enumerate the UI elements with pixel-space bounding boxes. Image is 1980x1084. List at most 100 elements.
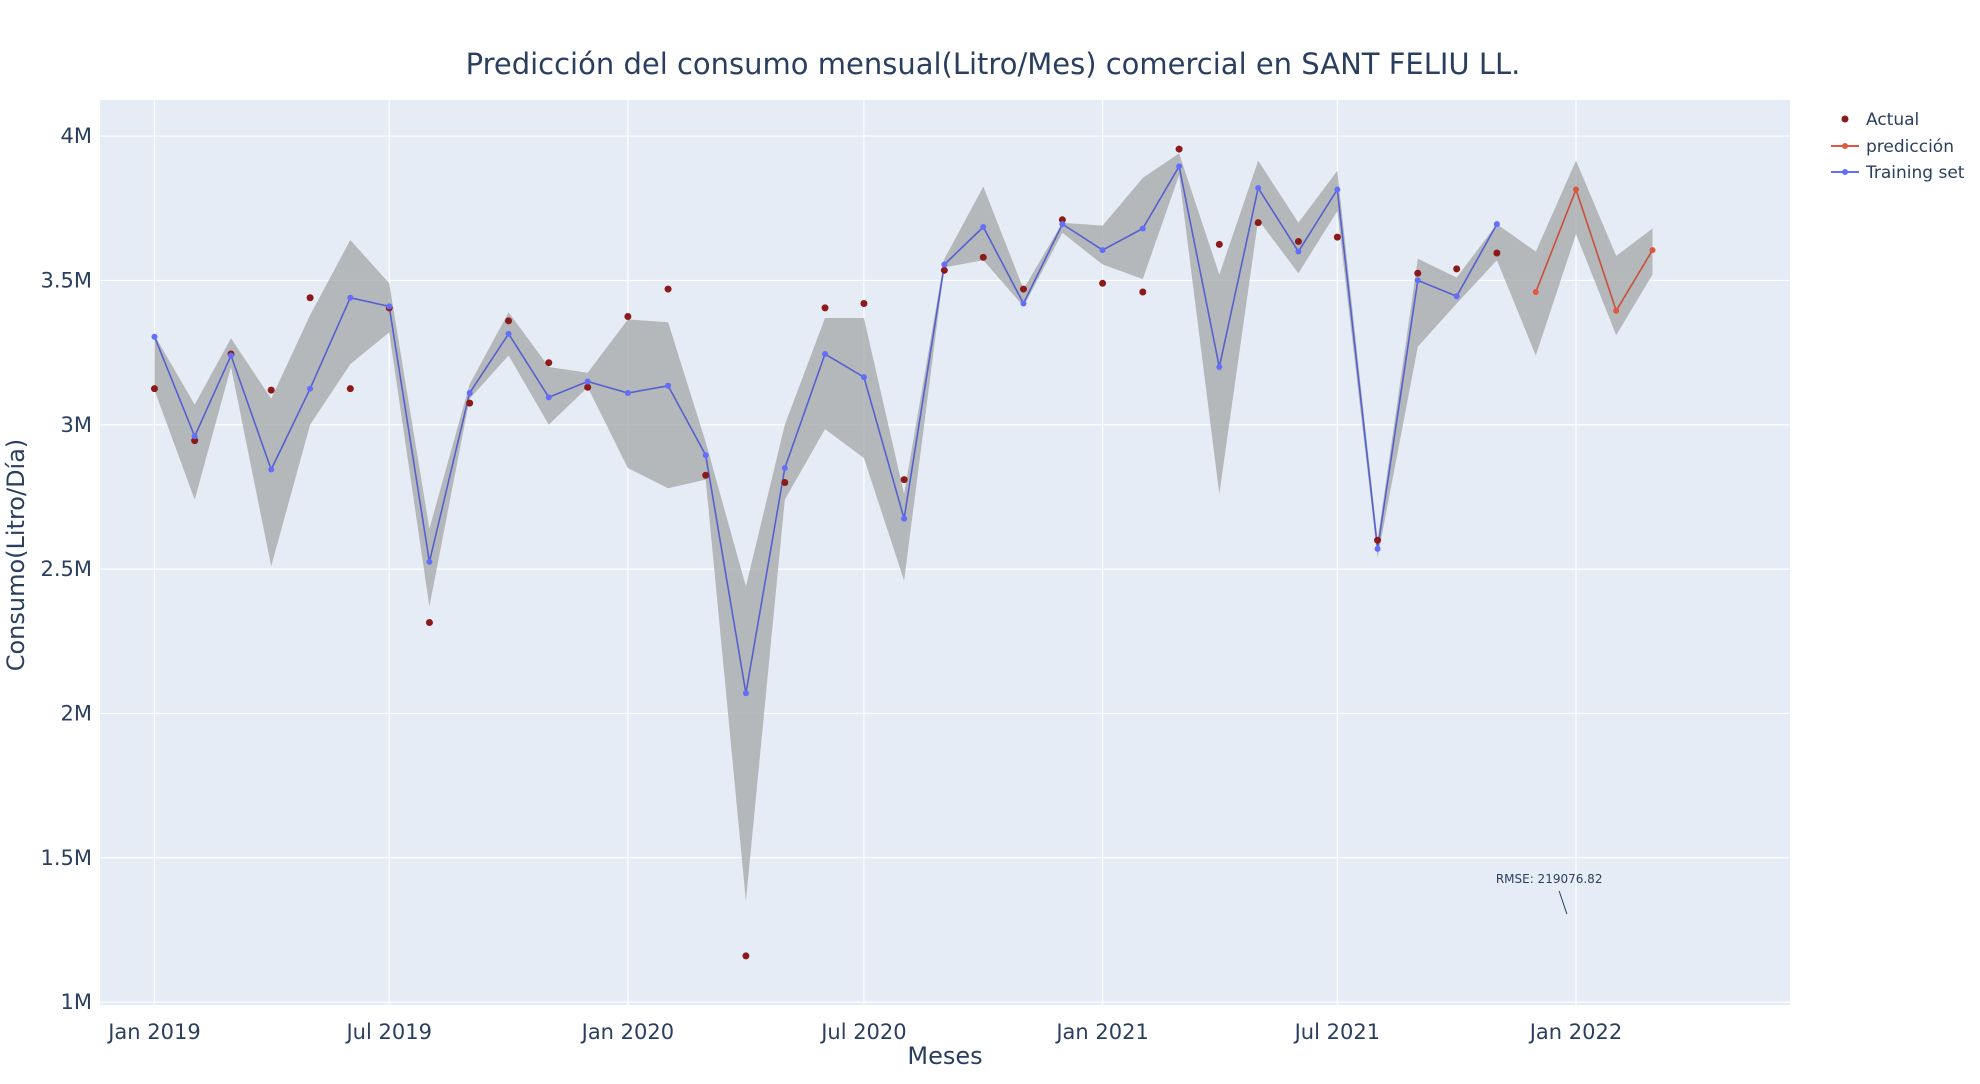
training-set-point (426, 558, 433, 565)
training-set-point (1414, 277, 1421, 284)
x-tick-labels: Jan 2019 Jul 2019 Jan 2020 Jul 2020 Jan 2021… (106, 1020, 1622, 1044)
training-set-point (1295, 248, 1302, 255)
legend-item-prediccion[interactable]: predicción (1831, 137, 1954, 157)
actual-point (1019, 285, 1027, 293)
training-set-point (1216, 364, 1223, 371)
y-axis-title: Consumo(Litro/Día) (2, 439, 30, 672)
actual-point (425, 619, 433, 627)
x-tick-label: Jan 2022 (1528, 1020, 1623, 1044)
prediction-point (1613, 307, 1620, 314)
actual-point (1099, 279, 1107, 287)
actual-point (742, 952, 750, 960)
training-set-point (1493, 221, 1500, 228)
training-set-point (191, 433, 198, 440)
actual-point (1374, 536, 1382, 544)
y-tick-label: 2M (61, 701, 92, 725)
training-set-point (151, 333, 158, 340)
y-tick-label: 3.5M (40, 268, 92, 292)
actual-point (979, 253, 987, 261)
y-tick-label: 3M (61, 413, 92, 437)
training-set-point (227, 352, 234, 359)
training-set-point (742, 690, 749, 697)
actual-point (702, 471, 710, 479)
training-set-point (822, 351, 829, 358)
actual-point (191, 437, 199, 445)
actual-point (584, 383, 592, 391)
actual-point (664, 285, 672, 293)
prediction-point (1572, 186, 1579, 193)
training-set-point (505, 330, 512, 337)
x-axis-title: Meses (907, 1042, 982, 1070)
chart-title: Predicción del consumo mensual(Litro/Mes… (466, 47, 1521, 81)
series-points-layer (150, 145, 1656, 960)
plot-background (100, 100, 1790, 1005)
training-set-point (665, 382, 672, 389)
actual-point (1058, 216, 1066, 224)
training-set-point (980, 224, 987, 231)
training-set-point (781, 465, 788, 472)
actual-point (1453, 265, 1461, 273)
training-set-point (702, 452, 709, 459)
actual-point (940, 266, 948, 274)
y-tick-label: 1M (61, 990, 92, 1014)
x-tick-label: Jul 2020 (819, 1020, 906, 1044)
prediction-point (1649, 247, 1656, 254)
training-set-point (386, 303, 393, 310)
prediction-line (1535, 187, 1654, 313)
annotation-rmse: RMSE: 219076.82 (1496, 872, 1603, 886)
y-tick-labels: 1M 1.5M 2M 2.5M 3M 3.5M 4M (40, 124, 92, 1014)
legend-item-training-set[interactable]: Training set (1831, 163, 1965, 183)
x-tick-label: Jan 2021 (1054, 1020, 1149, 1044)
actual-point (346, 385, 354, 393)
legend-label-prediccion: predicción (1866, 137, 1954, 157)
confidence-band (154, 153, 1653, 902)
actual-point (267, 386, 275, 394)
actual-point (860, 300, 868, 308)
actual-point (466, 399, 474, 407)
actual-point (306, 294, 314, 302)
training-set-point (1374, 545, 1381, 552)
training-set-point (860, 374, 867, 381)
legend-item-actual[interactable]: Actual (1841, 110, 1920, 130)
training-set-point (347, 294, 354, 301)
training-set-point (901, 515, 908, 522)
training-set-point (1059, 221, 1066, 228)
y-tick-label: 4M (61, 124, 92, 148)
actual-point (1215, 240, 1223, 248)
training-set-point (1255, 185, 1262, 192)
training-set-point (584, 378, 591, 385)
actual-point (505, 317, 513, 325)
x-tick-label: Jan 2019 (106, 1020, 201, 1044)
actual-point (781, 478, 789, 486)
legend: Actual predicción Training set (1831, 110, 1965, 183)
training-set-point (268, 466, 275, 473)
training-set-point (1099, 247, 1106, 254)
legend-marker-training-set (1842, 169, 1848, 175)
actual-point (624, 313, 632, 321)
actual-point (1139, 288, 1147, 296)
actual-point (1254, 219, 1262, 227)
training-set-point (1139, 225, 1146, 232)
legend-marker-prediccion (1842, 143, 1848, 149)
legend-label-training-set: Training set (1865, 163, 1965, 183)
actual-point (1414, 269, 1422, 277)
training-set-point (466, 390, 473, 397)
y-tick-label: 2.5M (40, 557, 92, 581)
y-tick-label: 1.5M (40, 846, 92, 870)
training-set-point (624, 390, 631, 397)
legend-marker-actual (1841, 115, 1849, 123)
training-set-point (1176, 163, 1183, 170)
annotation-arrow (1558, 890, 1568, 915)
annotation-layer: RMSE: 219076.82 (1496, 872, 1603, 915)
confidence-band-layer (154, 153, 1653, 902)
actual-point (1333, 233, 1341, 241)
training-set-point (307, 385, 314, 392)
actual-point (545, 359, 553, 367)
training-set-point (545, 394, 552, 401)
actual-point (900, 476, 908, 484)
legend-label-actual: Actual (1866, 110, 1919, 130)
training-set-point (1020, 300, 1027, 307)
prediction-point (1532, 288, 1539, 295)
x-tick-label: Jul 2019 (344, 1020, 431, 1044)
